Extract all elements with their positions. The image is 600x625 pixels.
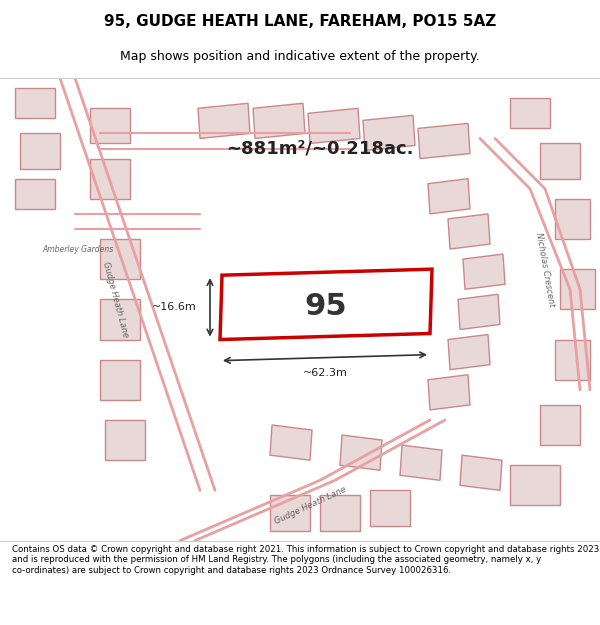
Polygon shape [428,179,470,214]
Polygon shape [270,425,312,460]
Text: Amberley Gardens: Amberley Gardens [42,244,113,254]
Polygon shape [340,435,382,470]
Text: 95, GUDGE HEATH LANE, FAREHAM, PO15 5AZ: 95, GUDGE HEATH LANE, FAREHAM, PO15 5AZ [104,14,496,29]
Polygon shape [253,103,305,139]
Polygon shape [458,294,500,329]
Text: Gudge Heath Lane: Gudge Heath Lane [273,485,347,526]
Polygon shape [400,445,442,480]
Polygon shape [510,98,550,128]
Polygon shape [560,269,595,309]
Polygon shape [198,103,250,139]
Polygon shape [220,269,432,339]
Text: 95: 95 [305,292,347,321]
Polygon shape [540,405,580,445]
Text: ~62.3m: ~62.3m [302,368,347,378]
Polygon shape [15,88,55,118]
Polygon shape [370,491,410,526]
Polygon shape [320,496,360,531]
Polygon shape [510,465,560,506]
Text: ~16.6m: ~16.6m [152,302,197,312]
Text: Nicholas Crescent: Nicholas Crescent [534,231,556,307]
Polygon shape [418,123,470,159]
Polygon shape [90,159,130,199]
Polygon shape [428,375,470,410]
Polygon shape [270,496,310,531]
Polygon shape [448,334,490,370]
Text: Contains OS data © Crown copyright and database right 2021. This information is : Contains OS data © Crown copyright and d… [12,545,599,574]
Polygon shape [15,179,55,209]
Polygon shape [90,108,130,144]
Polygon shape [308,108,360,144]
Polygon shape [460,455,502,491]
Polygon shape [100,239,140,279]
Polygon shape [100,299,140,339]
Polygon shape [20,133,60,169]
Polygon shape [105,420,145,460]
Text: ~881m²/~0.218ac.: ~881m²/~0.218ac. [226,139,414,158]
Polygon shape [555,339,590,380]
Polygon shape [463,254,505,289]
Polygon shape [100,359,140,400]
Polygon shape [363,116,415,151]
Text: Map shows position and indicative extent of the property.: Map shows position and indicative extent… [120,50,480,62]
Polygon shape [540,144,580,179]
Polygon shape [448,214,490,249]
Text: Gudge Heath Lane: Gudge Heath Lane [101,261,130,338]
Polygon shape [555,199,590,239]
